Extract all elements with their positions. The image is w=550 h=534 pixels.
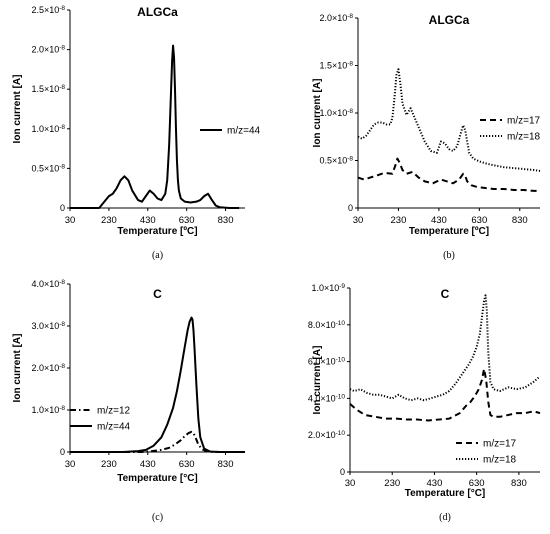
- y-tick-label: 0: [348, 203, 353, 213]
- y-tick-label: 2.0×10-8: [31, 363, 65, 374]
- x-tick-label: 430: [431, 215, 447, 226]
- y-axis-label: Ion current [A]: [312, 346, 323, 415]
- legend-label: m/z=44: [227, 126, 261, 137]
- x-tick-label: 230: [101, 459, 117, 470]
- x-tick-label: 430: [140, 215, 156, 226]
- y-tick-label: 0.5×10-8: [31, 163, 65, 174]
- x-tick-label: 630: [471, 215, 487, 226]
- panel-caption: (b): [443, 250, 455, 261]
- y-tick-label: 0: [340, 467, 345, 477]
- x-axis-label: Temperature [ºC]: [409, 226, 489, 237]
- y-tick-label: 1.5×10-8: [319, 60, 353, 71]
- x-tick-label: 30: [65, 215, 76, 226]
- x-axis-label: Temperature [°C]: [117, 473, 198, 484]
- panel-caption: (d): [439, 512, 451, 523]
- panel-a: 30 230 430 630 830 0 0.5×10-8 1.0×10-8 1.5×10-8 2…: [12, 5, 261, 262]
- panel-title: C: [153, 287, 162, 301]
- x-tick-label: 230: [384, 478, 400, 489]
- y-axis-label: Ion current [A]: [312, 79, 323, 148]
- series-line-m-z-18: [357, 68, 541, 172]
- y-tick-label: 0: [60, 203, 65, 213]
- y-tick-label: 4.0×10-10: [308, 393, 346, 404]
- x-tick-label: 430: [427, 478, 443, 489]
- y-tick-label: 1.0×10-8: [31, 405, 65, 416]
- y-tick-label: 0: [60, 447, 65, 457]
- series-line-m-z-17: [349, 367, 541, 422]
- legend-label: m/z=18: [507, 132, 541, 143]
- y-tick-label: 8.0×10-10: [308, 319, 346, 330]
- legend-label: m/z=18: [483, 455, 517, 466]
- x-tick-label: 30: [353, 215, 364, 226]
- y-tick-label: 4.0×10-8: [31, 279, 65, 290]
- x-tick-label: 830: [512, 215, 528, 226]
- panel-b: 30 230 430 630 830 0 0.5×10-8 1.0×10-8 1.5×10-8 2…: [312, 13, 541, 262]
- y-tick-label: 6.0×10-10: [308, 356, 346, 367]
- x-tick-label: 630: [179, 215, 195, 226]
- x-tick-label: 230: [391, 215, 407, 226]
- y-tick-label: 0.5×10-8: [319, 155, 353, 166]
- x-tick-label: 830: [218, 459, 234, 470]
- legend-label: m/z=44: [97, 422, 131, 433]
- panel-caption: (c): [152, 512, 163, 523]
- legend-label: m/z=17: [483, 439, 517, 450]
- series-line-m-z-44: [70, 316, 245, 453]
- y-tick-label: 1.0×10-8: [319, 108, 353, 119]
- y-tick-label: 2.0×10-8: [319, 13, 353, 24]
- y-tick-label: 1.5×10-8: [31, 84, 65, 95]
- legend-label: m/z=17: [507, 116, 541, 127]
- x-tick-label: 30: [65, 459, 76, 470]
- series-line-m-z-44: [70, 44, 240, 209]
- x-tick-label: 830: [511, 478, 527, 489]
- y-axis-label: Ion current [A]: [12, 75, 23, 144]
- x-tick-label: 30: [345, 478, 356, 489]
- x-tick-label: 630: [179, 459, 195, 470]
- panel-c: 30 230 430 630 830 0 1.0×10-8 2.0×10-8 3.0×10-8 4…: [12, 279, 245, 523]
- x-axis-label: Temperature [°C]: [405, 488, 486, 499]
- y-axis-label: Ion current [A]: [12, 334, 23, 403]
- series-line-m-z-18: [349, 294, 541, 402]
- y-tick-label: 1.0×10-8: [31, 123, 65, 134]
- series-line-m-z-17: [357, 157, 540, 192]
- panel-title: ALGCa: [429, 13, 470, 27]
- x-tick-label: 230: [101, 215, 117, 226]
- y-tick-label: 1.0×10-9: [311, 283, 345, 294]
- panel-caption: (a): [152, 250, 163, 261]
- x-axis-label: Temperature [ºC]: [117, 226, 197, 237]
- x-tick-label: 630: [469, 478, 485, 489]
- y-tick-label: 2.0×10-8: [31, 44, 65, 55]
- y-tick-label: 3.0×10-8: [31, 321, 65, 332]
- legend-label: m/z=12: [97, 406, 131, 417]
- x-tick-label: 830: [218, 215, 234, 226]
- x-tick-label: 430: [140, 459, 156, 470]
- panel-title: ALGCa: [137, 5, 178, 19]
- y-tick-label: 2.5×10-8: [31, 5, 65, 16]
- panel-title: C: [441, 287, 450, 301]
- panel-d: 30 230 430 630 830 0 2.0×10-10 4.0×10-10 6.0×10-…: [308, 283, 541, 523]
- y-tick-label: 2.0×10-10: [308, 430, 346, 441]
